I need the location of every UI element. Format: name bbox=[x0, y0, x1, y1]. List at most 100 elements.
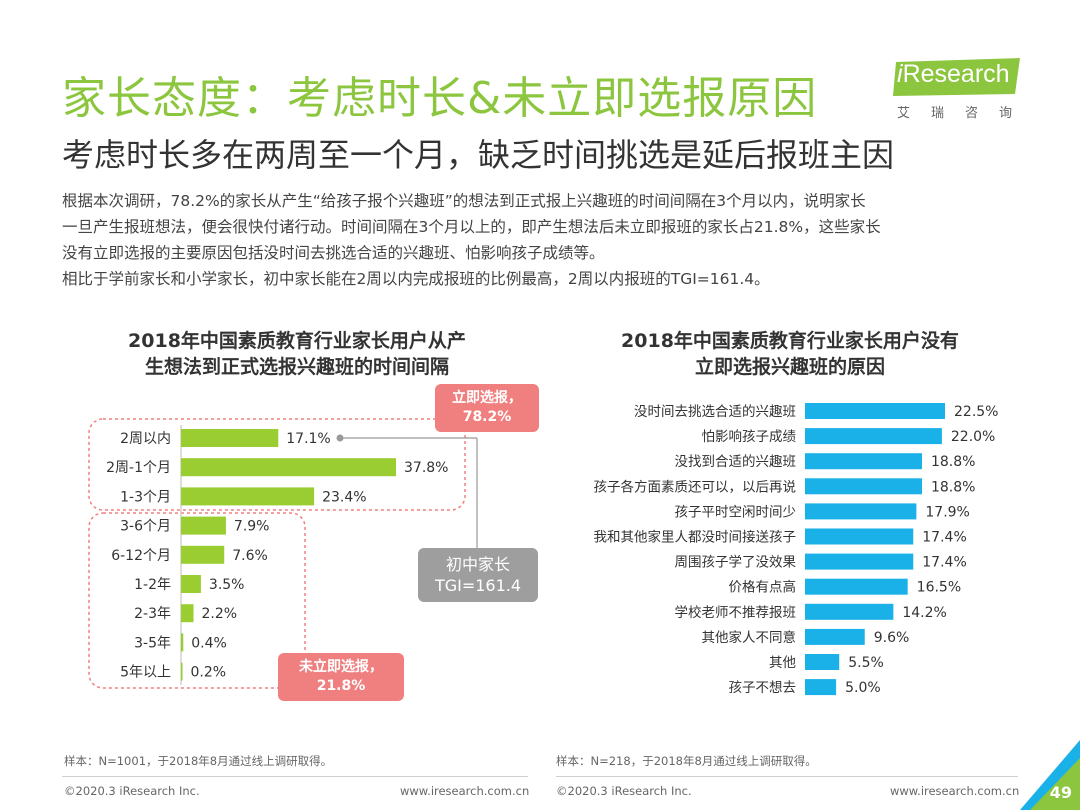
logo-brand: Research bbox=[902, 60, 1010, 88]
value-label: 18.8% bbox=[931, 454, 975, 470]
category-label: 没时间去挑选合适的兴趣班 bbox=[634, 404, 796, 420]
left-source-note: 样本：N=1001，于2018年8月通过线上调研取得。 bbox=[64, 754, 333, 768]
bar bbox=[805, 503, 917, 520]
value-label: 5.0% bbox=[845, 680, 881, 696]
intro-line: 根据本次调研，78.2%的家长从产生“给孩子报个兴趣班”的想法到正式报上兴趣班的… bbox=[62, 192, 866, 210]
copyright-right: ©2020.3 iResearch Inc. bbox=[556, 784, 692, 798]
footer-divider bbox=[62, 776, 528, 777]
intro-line: 一旦产生报班想法，便会很快付诸行动。时间间隔在3个月以上的，即产生想法后未立即报… bbox=[62, 218, 881, 236]
bar bbox=[805, 553, 914, 570]
immediate-badge-line: 立即选报， bbox=[452, 390, 522, 406]
value-label: 16.5% bbox=[917, 580, 961, 596]
tgi-badge: 初中家长 TGI=161.4 bbox=[418, 548, 538, 602]
bar bbox=[181, 487, 315, 506]
value-label: 22.5% bbox=[954, 404, 998, 420]
category-label: 周围孩子学了没效果 bbox=[675, 555, 797, 571]
category-label: 孩子不想去 bbox=[729, 680, 797, 696]
delayed-group-box bbox=[88, 512, 306, 689]
right-source-note: 样本：N=218，于2018年8月通过线上调研取得。 bbox=[556, 754, 817, 768]
page-number: 49 bbox=[1049, 783, 1072, 802]
category-label: 1-2年 bbox=[134, 577, 171, 593]
category-label: 2周-1个月 bbox=[106, 460, 171, 476]
delayed-badge-value: 21.8% bbox=[316, 678, 366, 694]
bar bbox=[805, 654, 840, 670]
category-label: 学校老师不推荐报班 bbox=[675, 604, 797, 621]
category-label: 其他 bbox=[769, 655, 796, 671]
tgi-connector-dot bbox=[336, 434, 344, 442]
value-label: 17.9% bbox=[925, 504, 969, 520]
copyright-left: ©2020.3 iResearch Inc. bbox=[64, 784, 200, 798]
right-chart-title-line: 2018年中国素质教育行业家长用户没有 bbox=[621, 330, 959, 352]
bar bbox=[181, 633, 184, 652]
intro-line: 相比于学前家长和小学家长，初中家长能在2周以内完成报班的比例最高，2周以内报班的… bbox=[62, 270, 770, 288]
url-left: www.iresearch.com.cn bbox=[400, 784, 530, 798]
bar bbox=[805, 603, 894, 620]
left-chart-title-line: 2018年中国素质教育行业家长用户从产 bbox=[128, 330, 466, 352]
right-chart-title: 2018年中国素质教育行业家长用户没有 立即选报兴趣班的原因 bbox=[555, 328, 1025, 380]
bar bbox=[181, 575, 201, 593]
category-label: 3-6个月 bbox=[120, 519, 171, 535]
value-label: 0.2% bbox=[191, 665, 227, 681]
bar bbox=[805, 428, 942, 445]
immediate-badge: 立即选报， 78.2% bbox=[435, 384, 539, 432]
category-label: 6-12个月 bbox=[111, 548, 171, 564]
value-label: 5.5% bbox=[848, 655, 884, 671]
value-label: 14.2% bbox=[902, 605, 946, 621]
category-label: 没找到合适的兴趣班 bbox=[675, 454, 797, 470]
left-bar-chart: 2周以内 17.1% 2周-1个月 37.8% 1-3个月 23.4% 3-6个月 7.9% 6… bbox=[88, 418, 478, 689]
bar bbox=[181, 516, 226, 535]
bar bbox=[805, 453, 922, 470]
category-label: 我和其他家里人都没时间接送孩子 bbox=[594, 529, 797, 546]
category-label: 2周以内 bbox=[120, 431, 171, 447]
logo-banner-shape bbox=[893, 58, 1020, 96]
category-label: 3-5年 bbox=[134, 635, 171, 651]
bar bbox=[805, 403, 945, 419]
value-label: 37.8% bbox=[404, 460, 448, 476]
category-label: 怕影响孩子成绩 bbox=[702, 429, 797, 445]
value-label: 17.1% bbox=[286, 431, 330, 447]
value-label: 18.8% bbox=[931, 479, 975, 495]
category-label: 孩子各方面素质还可以，以后再说 bbox=[594, 479, 797, 495]
category-label: 其他家人不同意 bbox=[702, 629, 797, 646]
value-label: 7.6% bbox=[232, 548, 268, 564]
bar bbox=[805, 578, 908, 595]
value-label: 23.4% bbox=[322, 489, 366, 505]
category-label: 2-3年 bbox=[134, 606, 171, 622]
right-chart-title-line: 立即选报兴趣班的原因 bbox=[694, 356, 885, 378]
url-right: www.iresearch.com.cn bbox=[890, 784, 1020, 798]
value-label: 0.4% bbox=[191, 635, 227, 651]
value-label: 9.6% bbox=[874, 630, 910, 646]
value-label: 7.9% bbox=[234, 519, 270, 535]
intro-paragraph: 根据本次调研，78.2%的家长从产生“给孩子报个兴趣班”的想法到正式报上兴趣班的… bbox=[62, 188, 1022, 292]
right-bar-chart: 没时间去挑选合适的兴趣班 22.5% 怕影响孩子成绩 22.0% 没找到合适的兴趣班 18… bbox=[594, 403, 998, 696]
bar bbox=[181, 604, 194, 623]
footer-divider bbox=[556, 776, 1018, 777]
value-label: 2.2% bbox=[202, 606, 238, 622]
bar bbox=[805, 679, 837, 696]
immediate-badge-value: 78.2% bbox=[462, 409, 512, 425]
page-title: 家长态度：考虑时长&未立即选报原因 bbox=[62, 73, 818, 124]
bar bbox=[805, 478, 922, 495]
logo-subtext: 艾瑞咨询 bbox=[897, 106, 1034, 121]
iresearch-logo: iResearch 艾瑞咨询 bbox=[893, 58, 1028, 122]
bar bbox=[181, 662, 183, 681]
page-subtitle: 考虑时长多在两周至一个月，缺乏时间挑选是延后报班主因 bbox=[62, 136, 895, 174]
delayed-badge: 未立即选报， 21.8% bbox=[278, 653, 404, 701]
category-label: 1-3个月 bbox=[120, 489, 171, 505]
bar bbox=[805, 628, 865, 645]
category-label: 孩子平时空闲时间少 bbox=[675, 504, 797, 520]
category-label: 5年以上 bbox=[120, 665, 171, 681]
intro-line: 没有立即选报的主要原因包括没时间去挑选合适的兴趣班、怕影响孩子成绩等。 bbox=[62, 244, 605, 262]
tgi-badge-line: 初中家长 bbox=[445, 555, 510, 574]
left-chart-title-line: 生想法到正式选报兴趣班的时间间隔 bbox=[144, 356, 449, 378]
left-chart-title: 2018年中国素质教育行业家长用户从产 生想法到正式选报兴趣班的时间间隔 bbox=[62, 328, 532, 380]
value-label: 22.0% bbox=[951, 429, 995, 445]
category-label: 价格有点高 bbox=[729, 579, 797, 596]
value-label: 3.5% bbox=[209, 577, 245, 593]
bar bbox=[181, 545, 225, 564]
bar bbox=[181, 458, 396, 477]
immediate-group-box bbox=[88, 418, 466, 511]
bar bbox=[181, 429, 279, 447]
tgi-badge-value: TGI=161.4 bbox=[434, 576, 522, 595]
delayed-badge-line: 未立即选报， bbox=[299, 659, 383, 675]
